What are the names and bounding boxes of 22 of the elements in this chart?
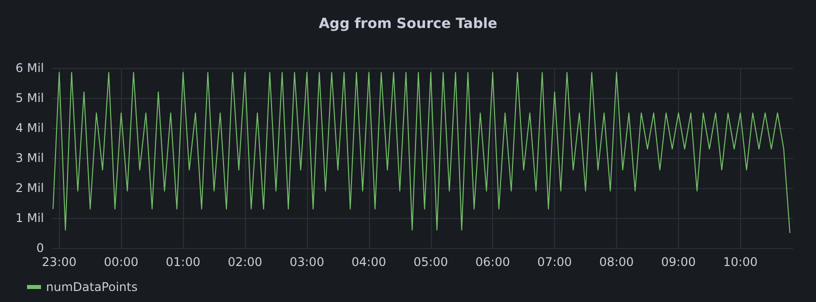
x-tick-label: 00:00: [104, 255, 138, 269]
x-tick-label: 07:00: [537, 255, 572, 269]
y-tick-label: 0: [36, 241, 44, 255]
y-tick-label: 3 Mil: [16, 151, 44, 165]
x-tick-label: 02:00: [228, 255, 262, 269]
y-tick-label: 6 Mil: [16, 61, 44, 75]
chart-title: Agg from Source Table: [318, 16, 498, 32]
legend-label: numDataPoints: [46, 280, 138, 294]
x-tick-label: 23:00: [42, 255, 77, 269]
x-tick-label: 10:00: [723, 255, 758, 269]
x-tick-label: 04:00: [352, 255, 386, 269]
x-tick-label: 08:00: [599, 255, 634, 269]
y-tick-label: 4 Mil: [16, 121, 44, 135]
x-tick-label: 09:00: [661, 255, 696, 269]
line-series: [52, 72, 790, 234]
x-tick-label: 03:00: [290, 255, 324, 269]
x-tick-label: 06:00: [475, 255, 510, 269]
y-tick-label: 1 Mil: [16, 211, 44, 225]
x-tick-label: 01:00: [166, 255, 200, 269]
y-tick-label: 5 Mil: [16, 91, 44, 105]
y-tick-label: 2 Mil: [16, 181, 44, 195]
x-tick-label: 05:00: [413, 255, 448, 269]
